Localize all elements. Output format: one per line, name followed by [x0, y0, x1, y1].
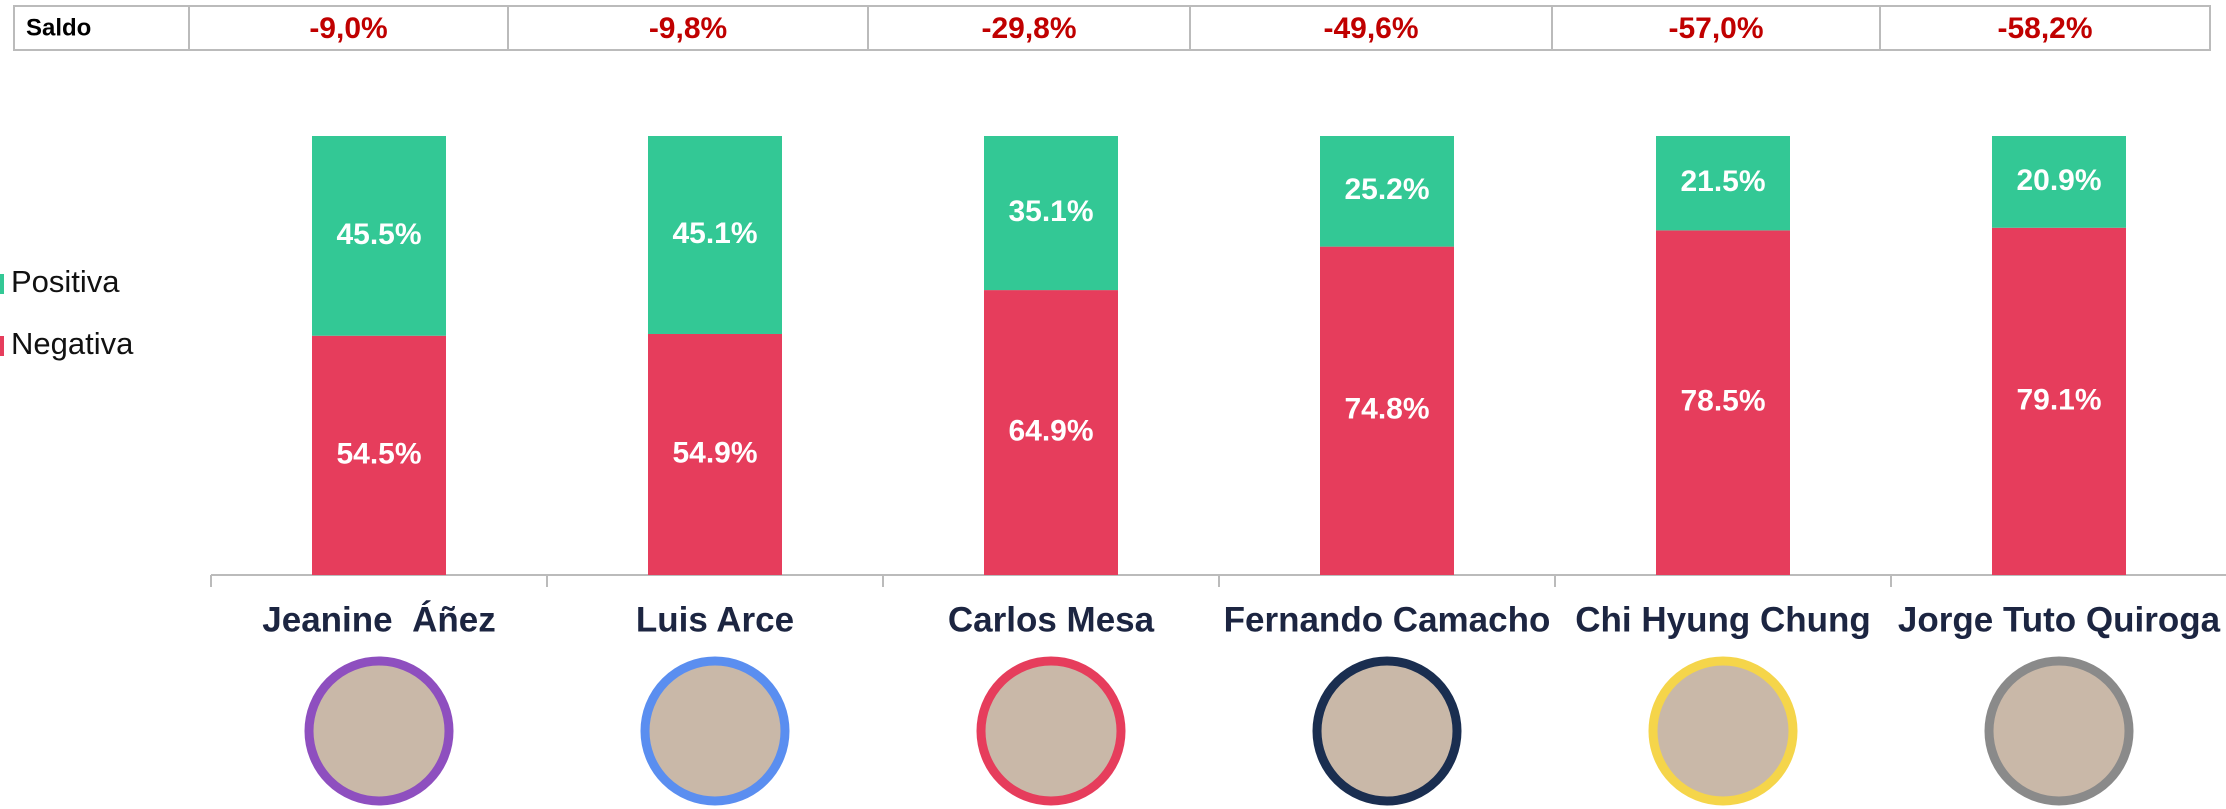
saldo-value: -57,0%: [1668, 12, 1763, 45]
legend-swatch: [0, 336, 4, 356]
saldo-value: -49,6%: [1323, 12, 1418, 45]
data-label: 78.5%: [1680, 385, 1765, 418]
bar-segment: [1320, 136, 1454, 247]
category-label: Fernando Camacho: [1224, 600, 1551, 639]
data-label: 74.8%: [1344, 393, 1429, 426]
bar-segment: [648, 333, 782, 575]
saldo-value: -9,8%: [649, 12, 727, 45]
data-label: 25.2%: [1344, 173, 1429, 206]
data-label: 79.1%: [2016, 383, 2101, 416]
category-label: Luis Arce: [636, 600, 794, 639]
table-border: [13, 5, 2211, 51]
category-label: Jeanine Áñez: [262, 599, 495, 639]
bar-segment: [1656, 230, 1790, 575]
candidate-photo: [1984, 656, 2134, 806]
legend-label: Positiva: [11, 264, 120, 299]
data-label: 35.1%: [1008, 195, 1093, 228]
candidate-photo: [1648, 656, 1798, 806]
saldo-value: -9,0%: [309, 12, 387, 45]
bar-segment: [648, 136, 782, 334]
bar-segment: [1320, 246, 1454, 576]
data-label: 64.9%: [1008, 414, 1093, 447]
candidate-photo: [1312, 656, 1462, 806]
data-label: 20.9%: [2016, 164, 2101, 197]
data-label: 45.1%: [672, 217, 757, 250]
data-label: 21.5%: [1680, 165, 1765, 198]
category-label: Jorge Tuto Quiroga: [1898, 600, 2221, 639]
bar-segment: [1992, 136, 2126, 228]
candidate-photo: [640, 656, 790, 806]
category-label: Carlos Mesa: [948, 600, 1155, 639]
data-label: 54.5%: [336, 437, 421, 470]
candidate-photo: [304, 656, 454, 806]
bar-segment: [312, 335, 446, 575]
saldo-value: -58,2%: [1997, 12, 2092, 45]
bar-segment: [1992, 227, 2126, 575]
bar-segment: [984, 136, 1118, 291]
saldo-label: Saldo: [26, 14, 91, 41]
bar-segment: [984, 290, 1118, 575]
data-label: 45.5%: [336, 218, 421, 251]
candidate-photo: [976, 656, 1126, 806]
bar-segment: [1656, 136, 1790, 231]
saldo-value: -29,8%: [981, 12, 1076, 45]
bar-segment: [312, 136, 446, 336]
data-label: 54.9%: [672, 436, 757, 469]
legend-swatch: [0, 274, 4, 294]
legend-label: Negativa: [11, 326, 134, 361]
category-label: Chi Hyung Chung: [1575, 600, 1871, 639]
